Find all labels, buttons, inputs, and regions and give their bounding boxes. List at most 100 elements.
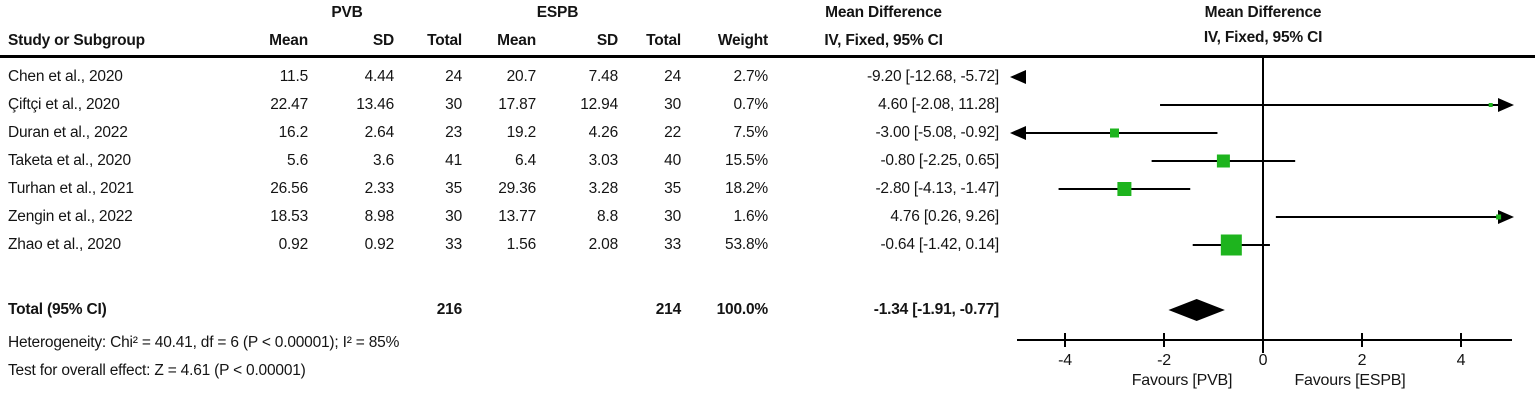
table-row: Turhan et al., 2021 26.56 2.33 35 29.36 … [0, 175, 1000, 203]
espb-total: 22 [664, 124, 681, 141]
favours-right-label: Favours [ESPB] [1294, 372, 1405, 389]
pvb-sd: 4.44 [364, 68, 395, 85]
col-header-ci: IV, Fixed, 95% CI [824, 31, 943, 49]
col-header-pvb-total: Total [427, 31, 462, 49]
pvb-total: 33 [445, 236, 462, 253]
study-name: Çiftçi et al., 2020 [8, 96, 120, 113]
pvb-total: 30 [445, 208, 462, 225]
effect-square [1216, 154, 1230, 168]
pvb-total-sum: 216 [436, 301, 462, 318]
study-name: Turhan et al., 2021 [8, 180, 134, 197]
espb-total: 30 [664, 208, 681, 225]
espb-sd: 12.94 [580, 96, 618, 113]
col-header-pvb-sd: SD [372, 31, 394, 49]
table-row: Çiftçi et al., 2020 22.47 13.46 30 17.87… [0, 91, 1000, 119]
espb-mean: 20.7 [506, 68, 537, 85]
weight-value: 2.7% [733, 68, 768, 85]
table-row: Zhao et al., 2020 0.92 0.92 33 1.56 2.08… [0, 231, 1000, 259]
axis-tick-label: 4 [1457, 352, 1466, 369]
pvb-total: 35 [445, 180, 462, 197]
espb-mean: 13.77 [498, 208, 536, 225]
ci-value: 4.60 [-2.08, 11.28] [878, 96, 999, 113]
study-name: Duran et al., 2022 [8, 124, 128, 141]
weight-value: 7.5% [733, 124, 768, 141]
espb-total: 30 [664, 96, 681, 113]
table-header: PVB ESPB Mean Difference Study or Subgro… [0, 0, 1000, 55]
group-header-espb: ESPB [536, 4, 579, 21]
pvb-mean: 5.6 [287, 152, 308, 169]
espb-mean: 6.4 [515, 152, 536, 169]
header-divider [0, 55, 1535, 58]
pvb-sd: 2.64 [364, 124, 395, 141]
espb-sd: 4.26 [588, 124, 619, 141]
espb-sd: 2.08 [588, 236, 619, 253]
pvb-total: 30 [445, 96, 462, 113]
espb-mean: 17.87 [498, 96, 536, 113]
table-row: Taketa et al., 2020 5.6 3.6 41 6.4 3.03 … [0, 147, 1000, 175]
ci-value: -0.64 [-1.42, 0.14] [880, 236, 999, 253]
axis-tick-label: -4 [1058, 352, 1072, 369]
ci-value: -2.80 [-4.13, -1.47] [875, 180, 999, 197]
weight-value: 15.5% [725, 152, 768, 169]
pvb-mean: 18.53 [270, 208, 308, 225]
off-scale-right-arrow [1498, 210, 1514, 224]
weight-value: 18.2% [725, 180, 768, 197]
pvb-total: 24 [445, 68, 462, 85]
espb-total: 40 [664, 152, 681, 169]
heterogeneity-note: Heterogeneity: Chi² = 40.41, df = 6 (P <… [8, 334, 400, 351]
espb-total: 24 [664, 68, 681, 85]
pvb-sd: 3.6 [373, 152, 394, 169]
ci-value: -9.20 [-12.68, -5.72] [867, 68, 999, 85]
axis-tick-label: 2 [1358, 352, 1367, 369]
espb-mean: 1.56 [506, 236, 537, 253]
study-name: Zengin et al., 2022 [8, 208, 133, 225]
total-diamond [1168, 299, 1225, 321]
study-name: Zhao et al., 2020 [8, 236, 121, 253]
ci-value: -3.00 [-5.08, -0.92] [875, 124, 999, 141]
pvb-sd: 2.33 [364, 180, 395, 197]
table-row: Chen et al., 2020 11.5 4.44 24 20.7 7.48… [0, 63, 1000, 91]
pvb-sd: 8.98 [364, 208, 395, 225]
effect-square [1220, 234, 1242, 256]
off-scale-right-arrow [1498, 98, 1514, 112]
pvb-mean: 11.5 [279, 68, 308, 85]
espb-mean: 19.2 [506, 124, 537, 141]
pvb-mean: 26.56 [270, 180, 308, 197]
effect-square [1488, 103, 1493, 107]
pvb-mean: 0.92 [278, 236, 309, 253]
group-header-pvb: PVB [331, 4, 363, 21]
axis-tick-label: -2 [1157, 352, 1171, 369]
col-header-espb-total: Total [646, 31, 681, 49]
plot-header-mean-difference: Mean Difference [1204, 4, 1322, 21]
total-row: Total (95% CI) 216 214 100.0% -1.34 [-1.… [0, 296, 1000, 324]
table-row: Duran et al., 2022 16.2 2.64 23 19.2 4.2… [0, 119, 1000, 147]
total-weight: 100.0% [716, 301, 769, 318]
espb-sd: 7.48 [588, 68, 619, 85]
espb-mean: 29.36 [498, 180, 536, 197]
study-name: Chen et al., 2020 [8, 68, 123, 85]
espb-sd: 8.8 [597, 208, 618, 225]
ci-value: 4.76 [0.26, 9.26] [890, 208, 999, 225]
effect-square [1117, 182, 1132, 196]
off-scale-left-arrow [1010, 126, 1026, 140]
total-label: Total (95% CI) [8, 301, 107, 318]
plot-header-ci: IV, Fixed, 95% CI [1203, 29, 1323, 46]
weight-value: 1.6% [733, 208, 768, 225]
pvb-sd: 0.92 [364, 236, 395, 253]
overall-effect-note: Test for overall effect: Z = 4.61 (P < 0… [8, 362, 306, 379]
pvb-total: 41 [445, 152, 462, 169]
off-scale-left-arrow [1010, 70, 1026, 84]
espb-sd: 3.28 [588, 180, 619, 197]
ci-value: -0.80 [-2.25, 0.65] [880, 152, 999, 169]
col-header-study: Study or Subgroup [8, 31, 145, 49]
col-header-espb-sd: SD [596, 31, 618, 49]
total-ci: -1.34 [-1.91, -0.77] [873, 301, 999, 318]
effect-square [1496, 214, 1502, 220]
col-header-espb-mean: Mean [497, 31, 536, 49]
group-header-mean-difference: Mean Difference [825, 4, 942, 21]
favours-left-label: Favours [PVB] [1132, 372, 1233, 389]
pvb-mean: 16.2 [278, 124, 309, 141]
axis-tick-label: 0 [1259, 352, 1268, 369]
weight-value: 53.8% [725, 236, 768, 253]
